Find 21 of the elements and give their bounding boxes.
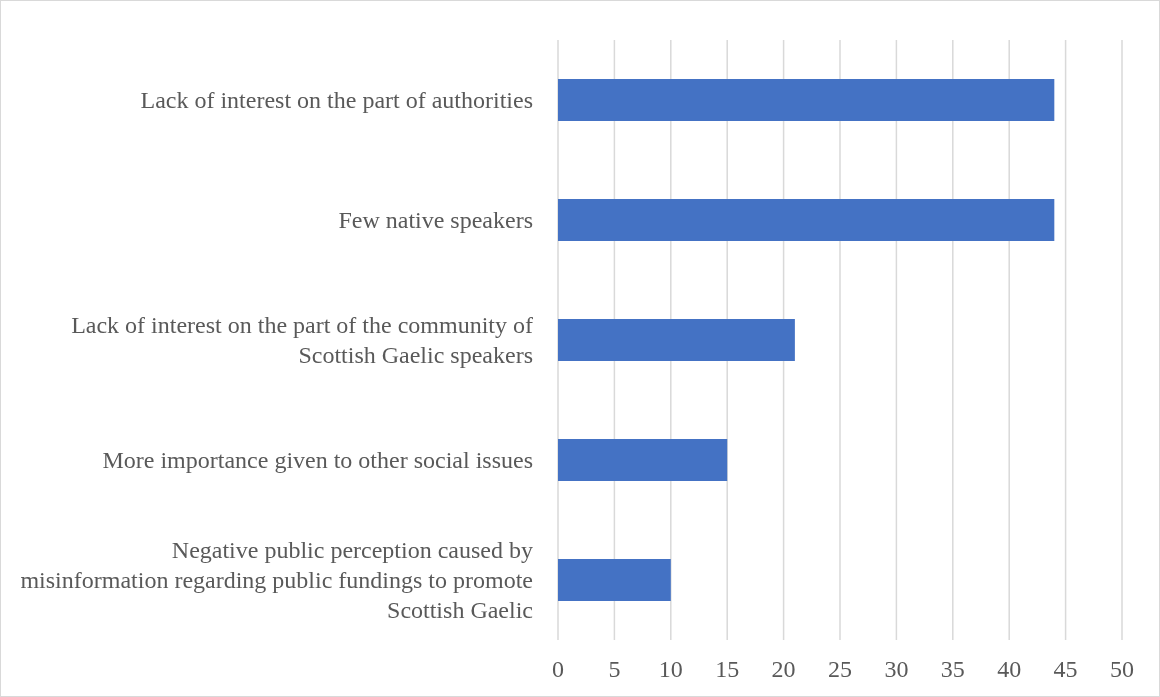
x-tick-label: 20 <box>771 656 796 682</box>
x-tick-label: 45 <box>1053 656 1078 682</box>
y-tick-label: More importance given to other social issues <box>102 447 533 474</box>
x-tick-label: 5 <box>608 656 621 682</box>
y-tick-label: Lack of interest on the part of the community of Scottish Gaelic speakers <box>71 312 534 369</box>
x-tick-label: 50 <box>1110 656 1134 682</box>
bar <box>558 319 795 361</box>
x-tick-label: 40 <box>997 656 1022 682</box>
y-tick-label: Few native speakers <box>338 207 533 234</box>
bar <box>558 79 1055 121</box>
x-tick-label: 25 <box>828 656 852 682</box>
y-tick-label: Negative public perception caused by misinformation regarding public fundings to promote Scottish Gaelic <box>20 537 533 624</box>
bar <box>558 559 671 601</box>
x-tick-label: 0 <box>552 656 564 682</box>
x-tick-label: 10 <box>658 656 683 682</box>
x-tick-label: 15 <box>715 656 740 682</box>
y-tick-label: Lack of interest on the part of authorities <box>140 87 533 114</box>
bar <box>558 439 728 481</box>
bar <box>558 199 1055 241</box>
x-tick-label: 30 <box>884 656 909 682</box>
x-tick-label: 35 <box>940 656 965 682</box>
